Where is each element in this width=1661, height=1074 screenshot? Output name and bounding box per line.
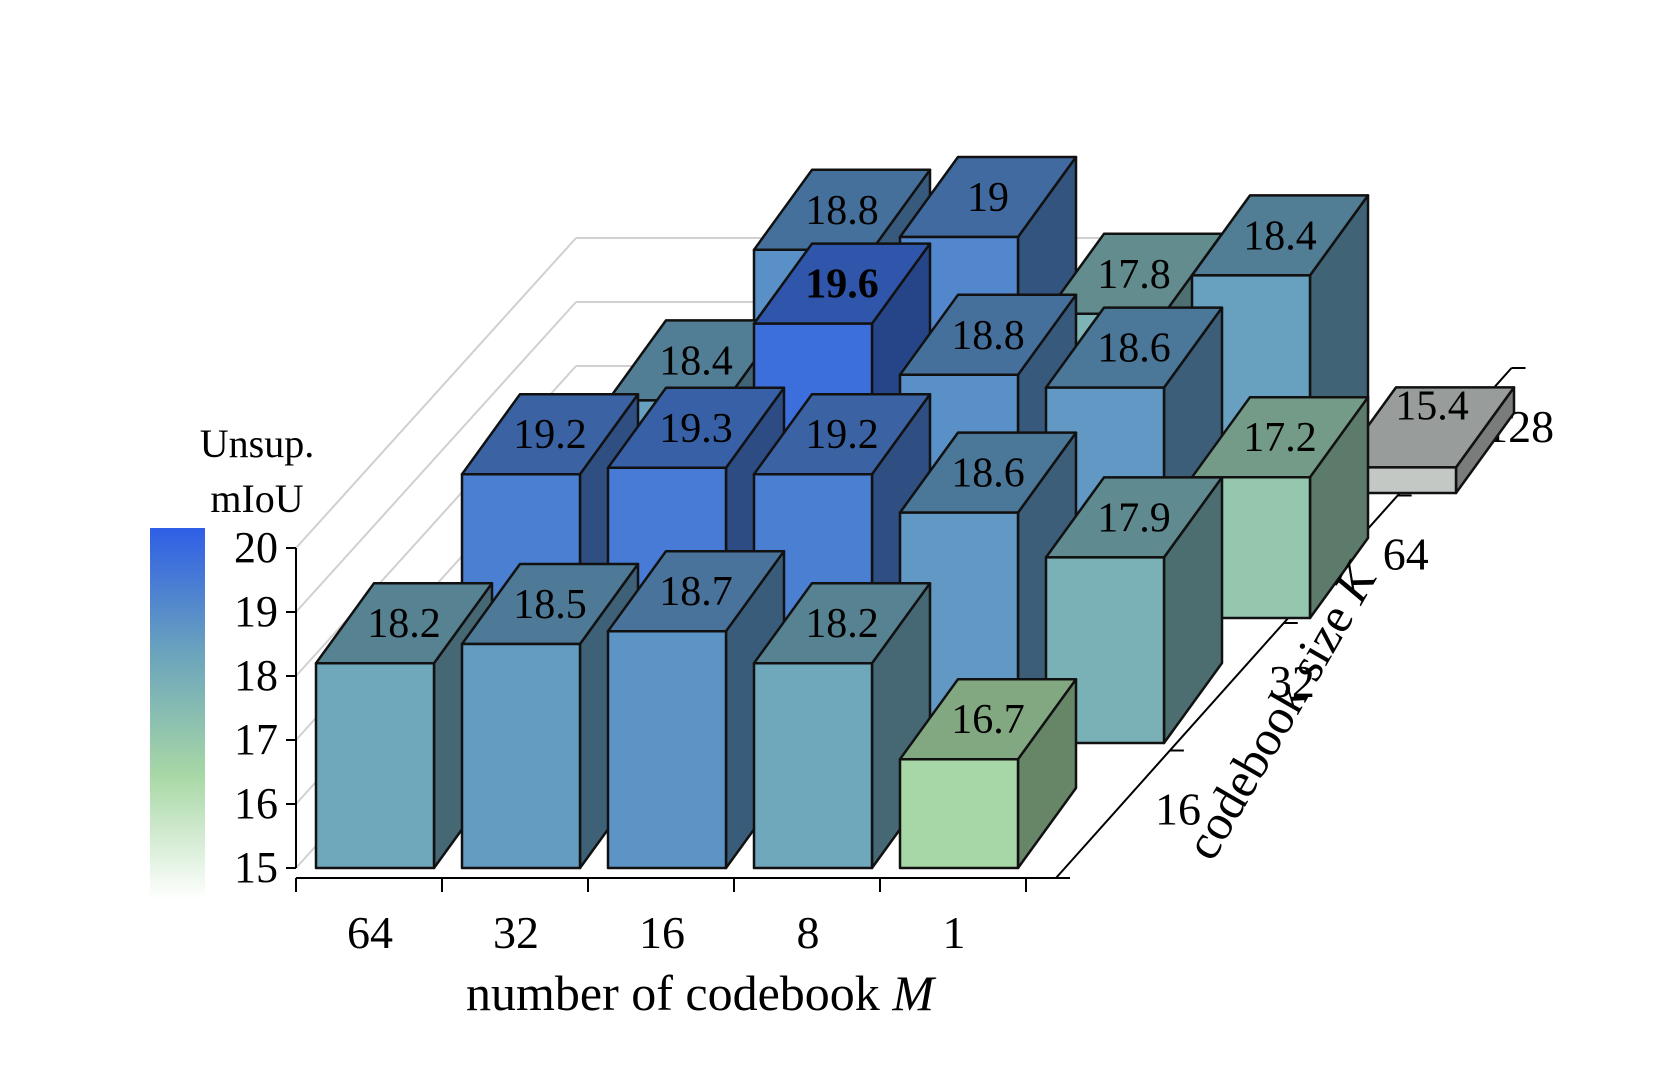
bar-value-label: 18.4 <box>1243 213 1317 259</box>
x-axis-label: number of codebook M <box>466 965 936 1021</box>
bar-value-label: 17.2 <box>1243 415 1317 461</box>
colorbar-title-line1: Unsup. <box>200 421 314 466</box>
bar-value-label: 18.6 <box>951 451 1025 497</box>
bar-value-label: 17.9 <box>1097 495 1171 541</box>
z-tick-label: 19 <box>234 587 278 636</box>
colorbar-gradient <box>150 528 205 900</box>
bar-value-label: 18.6 <box>1097 326 1171 372</box>
bar-value-label: 19 <box>967 175 1009 221</box>
bars: 18.8 19 17.8 18.4 15.4 18.4 19.6 18.8 18.6 17.2 19… <box>314 155 1516 870</box>
bar-front <box>752 661 874 870</box>
z-tick-label: 18 <box>234 651 278 700</box>
z-tick-label: 16 <box>234 779 278 828</box>
x-tick-label: 16 <box>639 907 685 958</box>
colorbar-title-line2: mIoU <box>210 476 303 521</box>
y-tick-label: 16 <box>1155 783 1201 834</box>
bar-value-label: 15.4 <box>1395 383 1469 429</box>
bar-front <box>460 642 582 870</box>
bar-value-label: 18.2 <box>367 601 441 647</box>
x-tick-label: 64 <box>347 907 393 958</box>
y-tick-label: 32 <box>1269 656 1315 707</box>
z-tick-label: 17 <box>234 715 278 764</box>
bar-value-label: 19.2 <box>513 412 587 458</box>
x-tick-label: 1 <box>943 907 966 958</box>
bar-front <box>606 629 728 870</box>
bar-M1-K16: 16.7 <box>898 677 1078 870</box>
grid-line-left <box>295 237 577 549</box>
x-tick-label: 8 <box>797 907 820 958</box>
bar-value-label: 18.8 <box>951 313 1025 359</box>
bar-front <box>314 661 436 870</box>
colorbar: Unsup. mIoU <box>150 421 314 900</box>
z-tick-label: 15 <box>234 843 278 892</box>
z-tick-label: 20 <box>234 523 278 572</box>
y-tick-label: 64 <box>1383 528 1429 579</box>
bar-M8-K16: 18.2 <box>752 581 932 870</box>
bar-value-label: 18.2 <box>805 601 879 647</box>
bar-value-label: 19.6 <box>805 262 879 308</box>
bar-value-label: 18.5 <box>513 582 587 628</box>
bar-value-label: 18.7 <box>659 569 733 615</box>
bar-value-label: 16.7 <box>951 697 1025 743</box>
bar-value-label: 19.3 <box>659 406 733 452</box>
x-tick-label: 32 <box>493 907 539 958</box>
bar-M1-K128: 15.4 <box>1336 383 1516 495</box>
grid-line-left <box>295 301 577 613</box>
bar-M1-K32: 17.9 <box>1044 476 1224 745</box>
bar-value-label: 18.4 <box>659 338 733 384</box>
bar-value-label: 17.8 <box>1097 252 1171 298</box>
bar-value-label: 19.2 <box>805 412 879 458</box>
bar-front <box>898 757 1020 870</box>
bar-value-label: 18.8 <box>805 188 879 234</box>
